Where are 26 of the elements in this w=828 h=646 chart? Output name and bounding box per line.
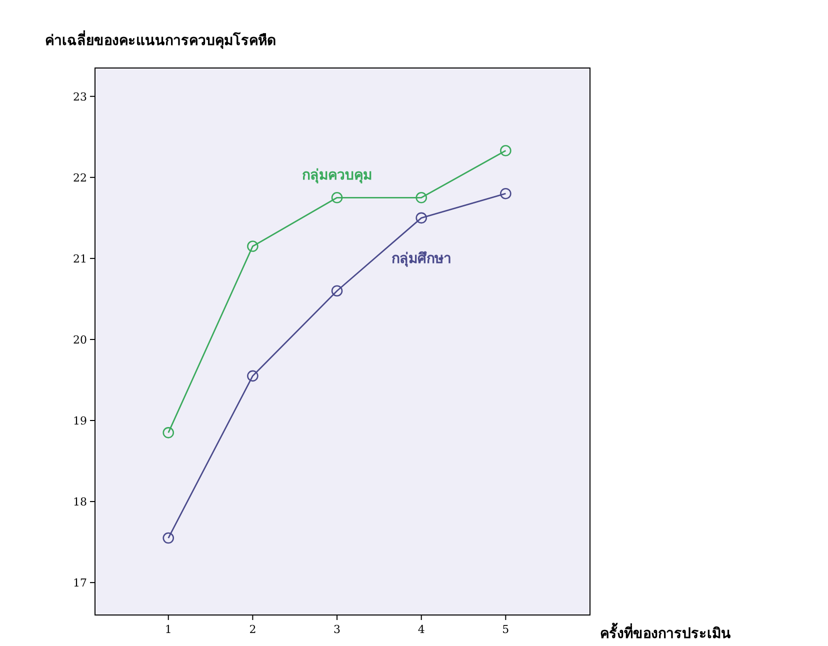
point	[162, 532, 174, 544]
point	[162, 427, 174, 438]
x-tick-label: 4	[418, 623, 425, 636]
point	[500, 145, 512, 156]
point	[500, 188, 512, 200]
point	[331, 192, 343, 204]
series-label: กลุ่มศึกษา	[391, 250, 452, 267]
y-tick-label: 22	[73, 171, 87, 184]
point	[331, 285, 343, 296]
y-tick-label: 20	[73, 333, 87, 346]
y-tick-label: 17	[73, 576, 87, 590]
point	[247, 240, 258, 252]
x-tick-label: 5	[502, 623, 510, 636]
y-tick-label: 19	[73, 414, 87, 428]
point	[247, 370, 258, 382]
y-axis-title: ค่าเฉลี่ยของคะแนนการควบคุมโรคหืด	[45, 30, 276, 49]
x-axis-title: ครั้งที่ของการประเมิน	[600, 622, 731, 642]
series-label: กลุ่มควบคุม	[302, 168, 372, 184]
point	[416, 212, 427, 224]
y-tick-label: 18	[73, 496, 87, 509]
y-tick-label: 23	[73, 90, 87, 104]
point	[416, 192, 427, 204]
x-tick-label: 1	[164, 623, 172, 636]
y-tick-label: 21	[73, 252, 87, 266]
x-tick-label: 2	[249, 623, 256, 636]
x-tick-label: 3	[334, 623, 341, 636]
